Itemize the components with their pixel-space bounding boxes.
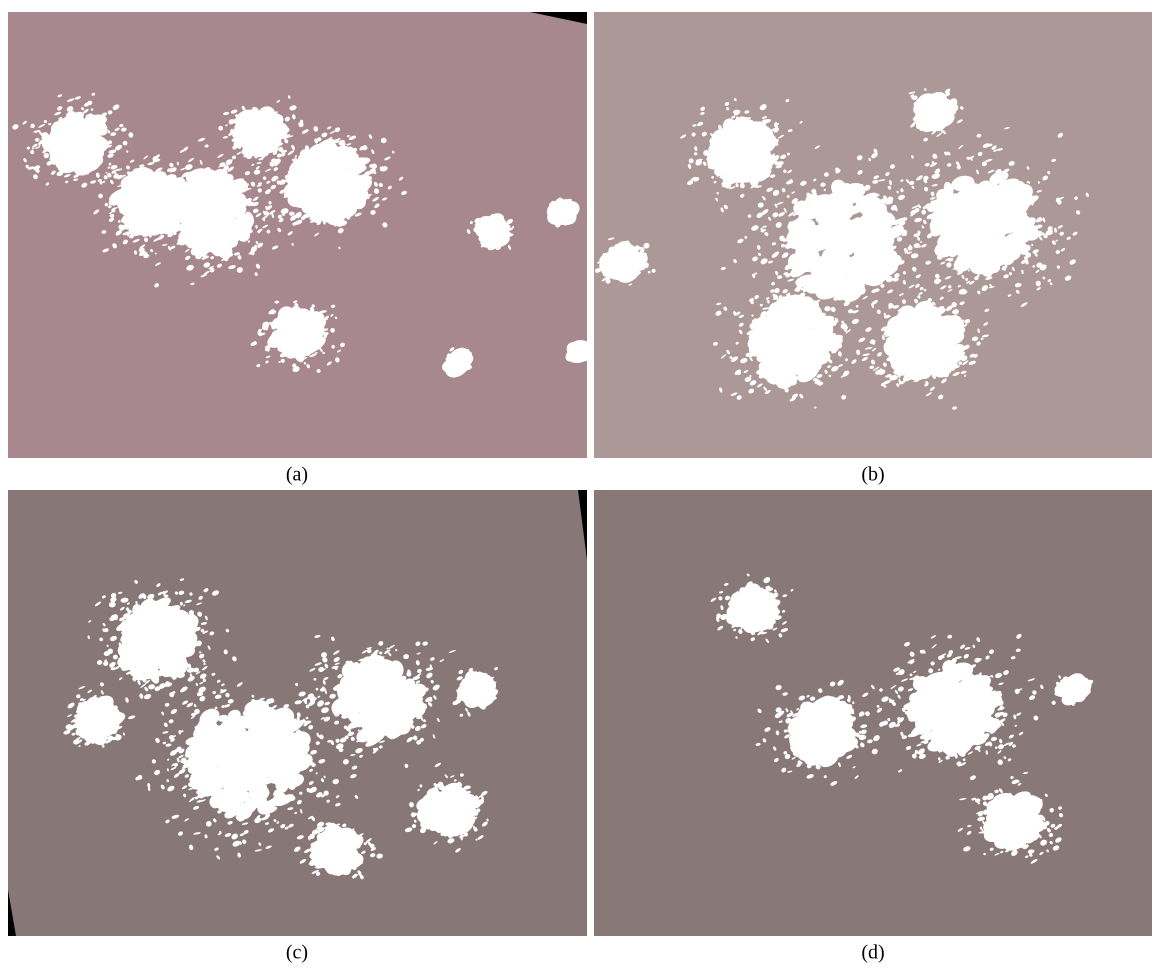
figure: (a) (b) (c) (d) [0, 0, 1160, 968]
panel-a [8, 12, 594, 458]
panel-c [8, 490, 587, 936]
panel-b [594, 12, 1152, 458]
